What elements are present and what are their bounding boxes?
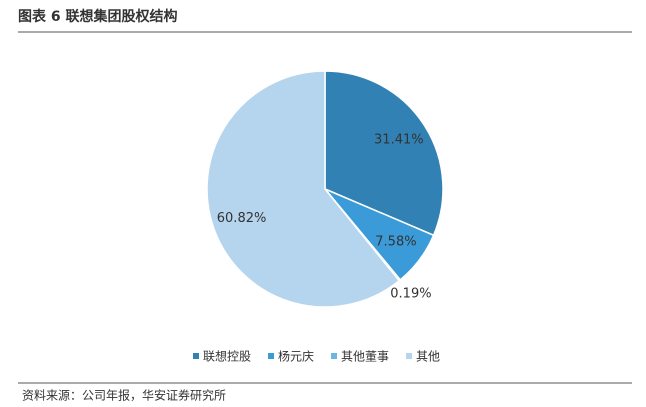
legend-swatch — [406, 353, 413, 359]
legend-label: 联想控股 — [203, 349, 251, 364]
pie-slice — [324, 70, 444, 237]
chart-title: 图表 6 联想集团股权结构 — [18, 8, 178, 25]
legend-label: 其他董事 — [341, 350, 389, 364]
data-label: 0.19% — [390, 287, 431, 302]
legend-swatch — [268, 353, 275, 359]
pie: 31.41% 7.58% 0.19% 60.82% — [206, 70, 444, 308]
legend-swatch — [193, 353, 199, 359]
source-note: 资料来源：公司年报，华安证券研究所 — [22, 388, 226, 403]
pie-slice — [206, 70, 401, 308]
legend-swatch — [331, 353, 338, 359]
legend-label: 杨元庆 — [278, 349, 314, 364]
data-label: 31.41% — [374, 133, 424, 148]
legend-label: 其他 — [416, 350, 440, 364]
data-label: 60.82% — [217, 211, 267, 226]
legend: 联想控股 杨元庆 其他董事 其他 — [193, 349, 440, 364]
data-label: 7.58% — [375, 234, 416, 249]
